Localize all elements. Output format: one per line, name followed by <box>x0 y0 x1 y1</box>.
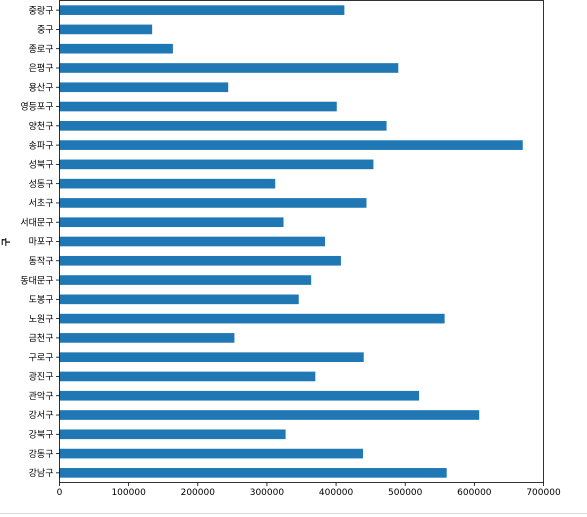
bar <box>59 333 235 343</box>
bar <box>59 371 316 382</box>
y-tick-label: 동대문구 <box>20 275 53 286</box>
y-tick-label: 동작구 <box>29 256 54 267</box>
bar <box>59 255 341 266</box>
x-tick-label: 400000 <box>319 488 354 498</box>
y-tick-label: 은평구 <box>29 63 54 74</box>
y-tick-label: 서초구 <box>29 198 54 209</box>
bar <box>59 275 312 285</box>
bar <box>59 217 284 228</box>
y-tick-label: 서대문구 <box>20 217 53 228</box>
bar <box>59 236 326 247</box>
bar <box>59 294 299 305</box>
bar <box>59 313 445 324</box>
y-tick-label: 강서구 <box>29 410 54 421</box>
x-tick-label: 700000 <box>526 488 561 498</box>
y-tick-label: 강북구 <box>29 430 54 441</box>
bar <box>59 448 364 459</box>
bar <box>59 390 420 401</box>
bar <box>59 121 387 131</box>
bar <box>59 468 447 478</box>
y-tick-label: 중랑구 <box>29 4 54 16</box>
y-tick-label: 강동구 <box>29 449 54 460</box>
x-tick-label: 200000 <box>181 488 216 498</box>
bar <box>59 82 229 93</box>
y-axis-label: 구 <box>1 238 12 246</box>
y-tick-label: 관악구 <box>29 390 54 402</box>
bar <box>59 352 364 362</box>
y-tick-label: 용산구 <box>29 82 54 93</box>
y-tick-label: 도봉구 <box>29 295 54 306</box>
y-tick-label: 강남구 <box>29 468 54 479</box>
y-tick-label: 구로구 <box>29 352 54 363</box>
x-tick-label: 300000 <box>250 488 285 498</box>
y-tick-label: 광진구 <box>29 371 54 383</box>
bar <box>59 63 399 73</box>
y-tick-label: 양천구 <box>29 121 54 132</box>
bars <box>59 5 523 478</box>
bar <box>59 5 345 15</box>
y-tick-label: 송파구 <box>29 140 54 151</box>
bar <box>59 43 173 54</box>
bar <box>59 198 367 208</box>
bar <box>59 159 374 170</box>
bar <box>59 101 337 112</box>
y-tick-label: 성북구 <box>29 160 54 171</box>
y-ticks: 중랑구중구종로구은평구용산구영등포구양천구송파구성북구성동구서초구서대문구마포구… <box>20 4 60 479</box>
plot-frame <box>59 0 544 483</box>
x-tick-label: 0 <box>57 488 63 498</box>
bar <box>59 178 276 189</box>
bottom-divider <box>0 513 587 514</box>
bar <box>59 24 153 35</box>
x-ticks: 0 100000 200000 300000 400000 500000 600000 700… <box>57 482 561 498</box>
y-tick-label: 금천구 <box>29 333 54 344</box>
y-tick-label: 마포구 <box>29 237 54 248</box>
y-tick-label: 종로구 <box>29 44 54 55</box>
bar <box>59 410 480 420</box>
y-tick-label: 성동구 <box>29 179 54 190</box>
y-tick-label: 영등포구 <box>20 102 53 113</box>
y-tick-label: 중구 <box>37 25 54 36</box>
y-tick-label: 노원구 <box>29 314 54 325</box>
x-tick-label: 500000 <box>388 488 423 498</box>
bar <box>59 429 286 440</box>
x-tick-label: 100000 <box>111 488 146 498</box>
bar <box>59 140 523 150</box>
x-tick-label: 600000 <box>457 488 492 498</box>
